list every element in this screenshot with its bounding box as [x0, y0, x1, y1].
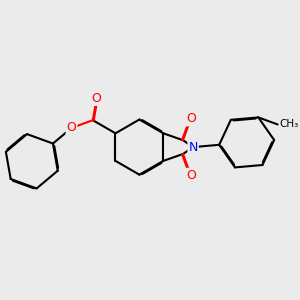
Text: O: O	[67, 122, 76, 134]
Text: N: N	[188, 141, 198, 154]
Text: O: O	[186, 169, 196, 182]
Text: CH₃: CH₃	[279, 119, 298, 130]
Text: O: O	[186, 112, 196, 125]
Text: O: O	[92, 92, 102, 105]
